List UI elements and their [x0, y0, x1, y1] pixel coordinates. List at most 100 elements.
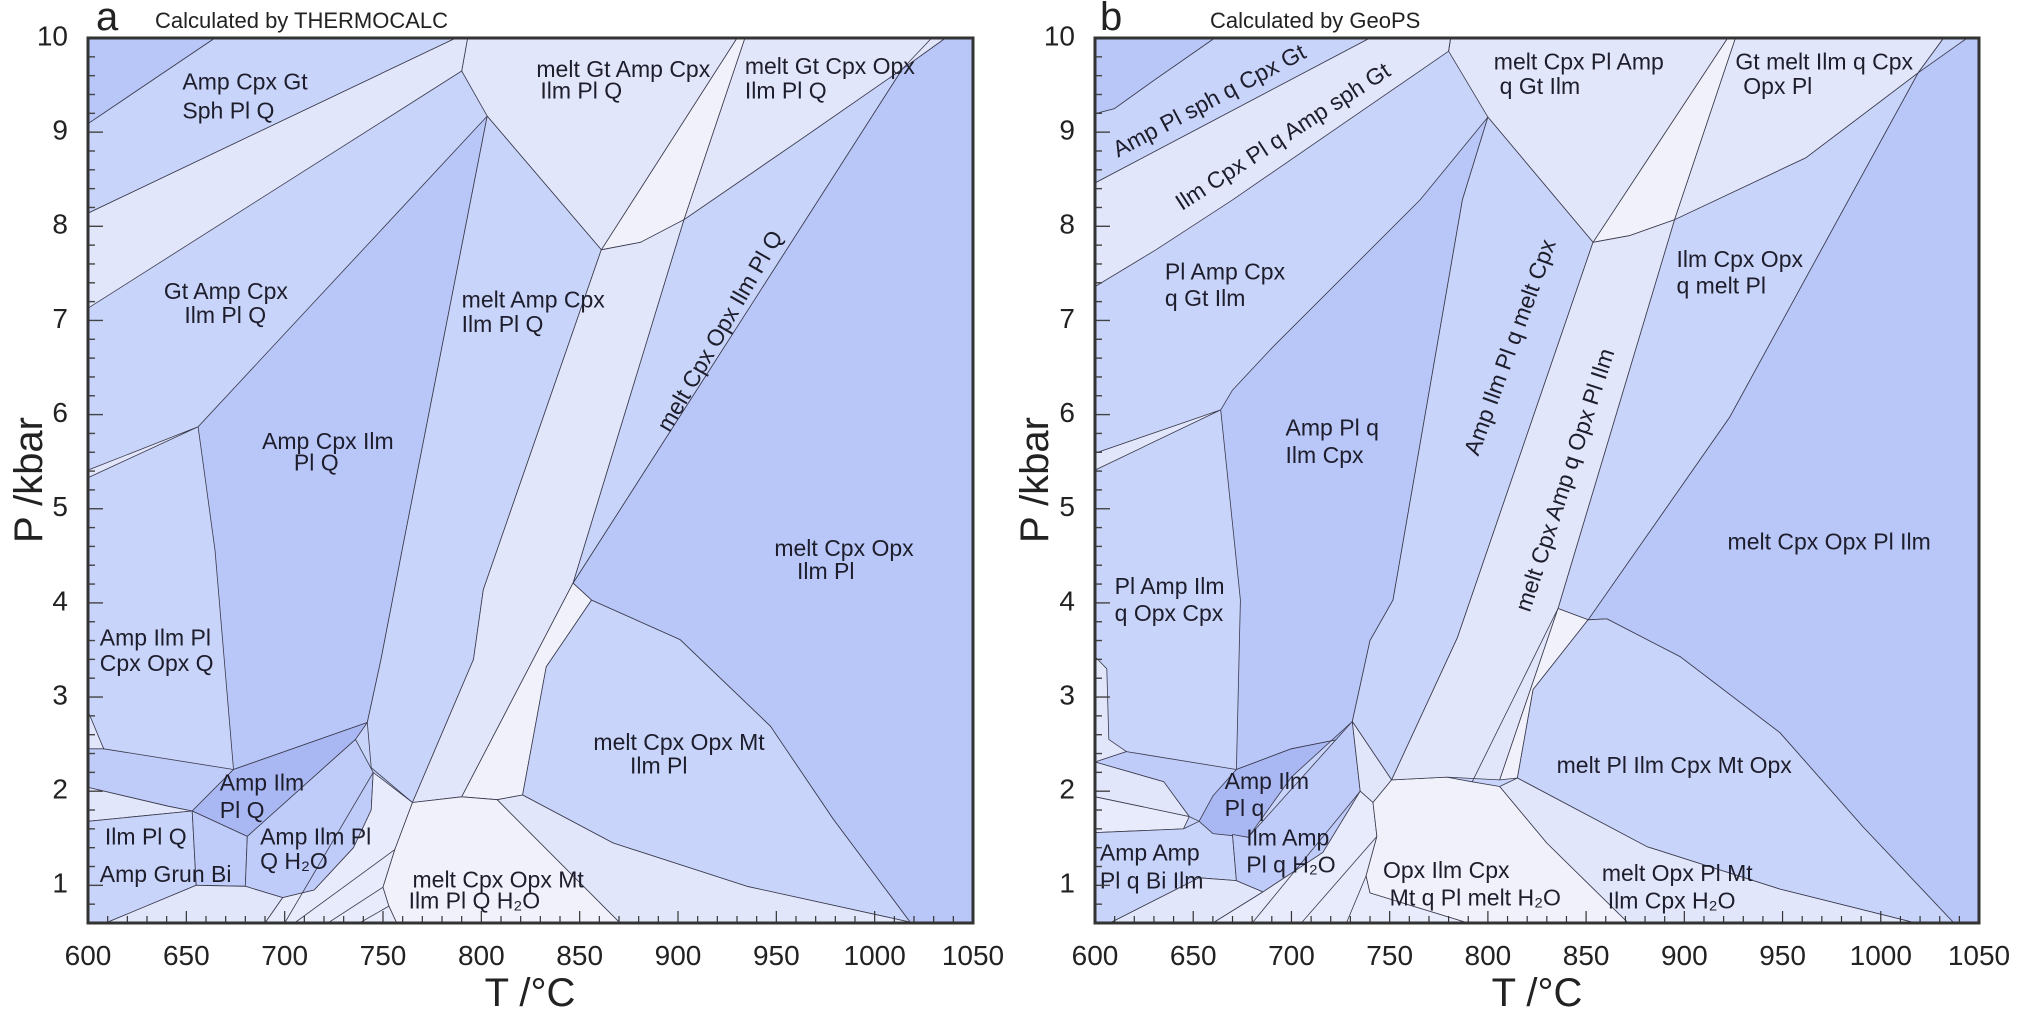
- y-tick-label: 3: [1059, 679, 1075, 710]
- field-label: Amp Ilm Pl: [260, 823, 371, 849]
- x-tick-label: 650: [1170, 940, 1217, 971]
- phase-boundary-0: [901, 38, 932, 70]
- y-tick-label: 2: [52, 774, 68, 805]
- phase-boundary-3: [359, 905, 390, 923]
- field-label: melt Cpx Pl Amp: [1494, 48, 1664, 74]
- phase-boundary-5: [1448, 38, 1451, 52]
- field-label: Q H₂O: [260, 848, 328, 874]
- phase-boundary-3: [1300, 836, 1378, 923]
- x-tick-label: 750: [1366, 940, 1413, 971]
- x-tick-label: 1000: [1850, 940, 1912, 971]
- phase-boundary-4: [1346, 875, 1367, 923]
- plot-area: [88, 38, 973, 923]
- y-tick-label: 1: [1059, 868, 1075, 899]
- field-label: Amp Ilm: [220, 770, 304, 796]
- x-tick-label: 700: [261, 940, 308, 971]
- y-tick-label: 5: [1059, 491, 1075, 522]
- panel-a-thermocalc: a Calculated by THERMOCALC P /kbar T /°C…: [7, 0, 1004, 1015]
- field-label: Ilm Cpx H₂O: [1608, 887, 1736, 913]
- field-label: Ilm Pl Q: [105, 823, 187, 849]
- field-label: Pl Amp Ilm: [1115, 573, 1225, 599]
- phase-field-11: [1095, 656, 1127, 763]
- field-label: melt Cpx Opx Mt: [593, 729, 765, 755]
- y-tick-label: 10: [37, 20, 68, 51]
- x-tick-label: 1050: [1948, 940, 2010, 971]
- field-label: Ilm Pl Q: [540, 78, 622, 104]
- field-label: Pl q Bi Ilm: [1100, 868, 1204, 894]
- y-tick-label: 4: [1059, 585, 1075, 616]
- field-label: melt Opx Pl Mt: [1602, 860, 1753, 886]
- field-label: Ilm Amp: [1246, 824, 1329, 850]
- phase-boundary-0: [1917, 38, 1944, 74]
- phase-field-10: [1095, 409, 1222, 471]
- phase-boundary-2: [1251, 790, 1361, 923]
- panel-letter: a: [96, 0, 119, 39]
- y-tick-label: 5: [52, 491, 68, 522]
- x-tick-label: 700: [1268, 940, 1315, 971]
- field-label: melt Cpx Opx: [774, 535, 914, 561]
- x-tick-label: 600: [65, 940, 112, 971]
- field-label: Pl Q: [220, 797, 265, 823]
- field-label: Pl q H₂O: [1246, 852, 1335, 878]
- plot-frame: [86, 36, 975, 925]
- field-label: melt Gt Amp Cpx: [536, 56, 710, 82]
- y-tick-label: 8: [52, 209, 68, 240]
- field-label: Ilm Cpx: [1286, 442, 1364, 468]
- x-tick-label: 650: [163, 940, 210, 971]
- field-label: Pl Amp Cpx: [1165, 258, 1286, 284]
- field-label: q Gt Ilm: [1500, 73, 1581, 99]
- x-tick-label: 800: [1465, 940, 1512, 971]
- field-label: Amp Cpx Gt: [182, 68, 308, 94]
- field-label: melt Cpx Opx Mt: [413, 867, 585, 893]
- field-label: Gt Amp Cpx: [164, 278, 288, 304]
- y-tick-label: 8: [1059, 209, 1075, 240]
- phase-boundary-2: [327, 886, 384, 923]
- x-tick-label: 800: [458, 940, 505, 971]
- field-label: q Opx Cpx: [1115, 600, 1224, 626]
- field-label: Amp Ilm: [1225, 768, 1309, 794]
- phase-boundary-4: [284, 772, 374, 923]
- field-label: Ilm Pl Q: [745, 78, 827, 104]
- field-label: Opx Pl: [1743, 73, 1812, 99]
- field-label: Amp Ilm Pl: [100, 625, 211, 651]
- y-tick-label: 4: [52, 585, 68, 616]
- phase-field-7: [1095, 38, 1451, 288]
- panel-b-geops: b Calculated by GeoPS P /kbar T /°C Amp …: [1013, 0, 2010, 1015]
- field-label: q melt Pl: [1676, 273, 1765, 299]
- x-tick-label: 900: [1661, 940, 1708, 971]
- phase-field-9: [88, 426, 199, 479]
- x-tick-label: 600: [1072, 940, 1119, 971]
- y-tick-label: 10: [1044, 20, 1075, 51]
- y-tick-label: 9: [1059, 115, 1075, 146]
- field-label: Ilm Pl Q: [462, 311, 544, 337]
- y-axis-title: P /kbar: [1013, 417, 1057, 543]
- field-label: Opx Ilm Cpx: [1383, 857, 1510, 883]
- y-tick-label: 2: [1059, 774, 1075, 805]
- x-axis-title: T /°C: [485, 971, 576, 1015]
- y-tick-label: 6: [1059, 397, 1075, 428]
- field-label: Amp Amp: [1100, 839, 1200, 865]
- x-tick-label: 1050: [942, 940, 1004, 971]
- field-label: Pl q: [1225, 795, 1265, 821]
- x-tick-label: 950: [1759, 940, 1806, 971]
- panel-title: Calculated by GeoPS: [1210, 8, 1420, 33]
- x-tick-label: 900: [655, 940, 702, 971]
- field-label: melt Pl Ilm Cpx Mt Opx: [1557, 752, 1793, 778]
- y-tick-label: 7: [52, 303, 68, 334]
- field-label: Cpx Opx Q: [100, 650, 214, 676]
- field-label: Ilm Pl: [797, 558, 855, 584]
- field-label: Ilm Pl Q H₂O: [409, 887, 541, 913]
- x-tick-label: 1000: [844, 940, 906, 971]
- x-tick-label: 850: [1563, 940, 1610, 971]
- field-label: Amp Cpx Ilm: [262, 428, 394, 454]
- y-tick-label: 9: [52, 115, 68, 146]
- x-tick-label: 850: [556, 940, 603, 971]
- field-label: Mt q Pl melt H₂O: [1390, 885, 1561, 911]
- field-label: q Gt Ilm: [1165, 285, 1246, 311]
- field-label: Sph Pl Q: [182, 97, 274, 123]
- phase-boundary-1: [294, 849, 396, 923]
- field-label: Amp Pl q: [1286, 415, 1379, 441]
- field-label: melt Gt Cpx Opx: [745, 53, 915, 79]
- field-label: melt Amp Cpx: [462, 287, 606, 313]
- field-label: Amp Grun Bi: [100, 861, 232, 887]
